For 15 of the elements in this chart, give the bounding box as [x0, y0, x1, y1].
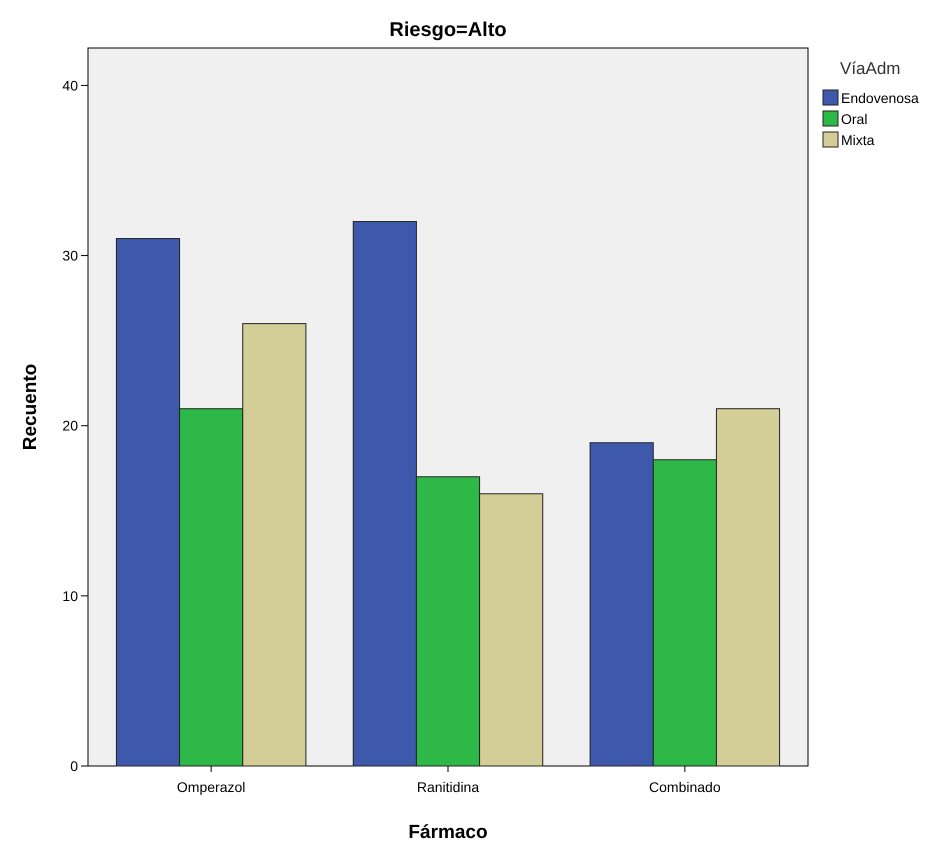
x-tick-label: Ranitidina	[416, 779, 480, 795]
y-tick-label: 0	[70, 758, 78, 774]
x-tick-label: Omperazol	[176, 779, 246, 795]
chart-title: Riesgo=Alto	[389, 19, 507, 41]
y-tick-label: 20	[62, 418, 78, 434]
x-axis-title: Fármaco	[408, 822, 488, 841]
y-tick-label: 10	[62, 588, 78, 604]
y-tick-label: 40	[62, 77, 78, 94]
legend-label: Oral	[841, 111, 868, 127]
legend-label: Mixta	[841, 132, 875, 148]
y-axis-title: Recuento	[20, 364, 41, 450]
legend-label: Endovenosa	[841, 90, 920, 106]
x-tick-label: Combinado	[649, 779, 721, 795]
legend-title: VíaAdm	[840, 59, 900, 78]
y-tick-label: 30	[62, 248, 78, 264]
